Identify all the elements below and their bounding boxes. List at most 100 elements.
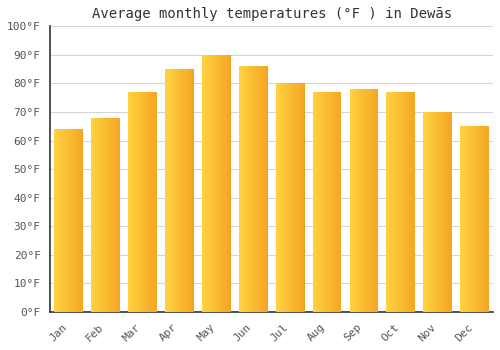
Bar [239,66,240,312]
Bar [92,118,94,312]
Bar [154,92,155,312]
Bar [140,92,141,312]
Bar [466,126,467,312]
Bar [94,118,95,312]
Bar [136,92,137,312]
Bar [395,92,396,312]
Bar [302,83,304,312]
Bar [184,69,186,312]
Bar [263,66,264,312]
Bar [300,83,302,312]
Bar [187,69,188,312]
Bar [204,55,205,312]
Bar [370,89,372,312]
Bar [336,92,338,312]
Bar [448,112,449,312]
Bar [146,92,148,312]
Bar [468,126,469,312]
Bar [105,118,106,312]
Bar [71,129,72,312]
Bar [478,126,480,312]
Bar [410,92,412,312]
Bar [470,126,471,312]
Bar [451,112,452,312]
Bar [222,55,223,312]
Bar [118,118,119,312]
Bar [325,92,326,312]
Bar [101,118,102,312]
Bar [365,89,366,312]
Bar [326,92,327,312]
Bar [486,126,487,312]
Bar [406,92,408,312]
Bar [58,129,59,312]
Bar [256,66,257,312]
Bar [190,69,191,312]
Bar [212,55,214,312]
Bar [289,83,290,312]
Bar [314,92,316,312]
Bar [424,112,426,312]
Bar [257,66,258,312]
Bar [450,112,451,312]
Bar [438,112,440,312]
Bar [463,126,464,312]
Bar [180,69,182,312]
Bar [464,126,465,312]
Bar [280,83,281,312]
Bar [228,55,229,312]
Bar [462,126,463,312]
Bar [329,92,330,312]
Bar [485,126,486,312]
Bar [374,89,376,312]
Bar [220,55,221,312]
Bar [333,92,334,312]
Bar [203,55,204,312]
Bar [99,118,100,312]
Bar [408,92,410,312]
Bar [193,69,194,312]
Bar [366,89,367,312]
Bar [132,92,133,312]
Bar [376,89,378,312]
Bar [137,92,138,312]
Bar [166,69,167,312]
Bar [435,112,436,312]
Bar [102,118,103,312]
Bar [434,112,435,312]
Bar [414,92,415,312]
Bar [437,112,438,312]
Bar [297,83,298,312]
Bar [372,89,374,312]
Bar [259,66,260,312]
Bar [76,129,78,312]
Bar [134,92,135,312]
Bar [97,118,98,312]
Bar [467,126,468,312]
Bar [208,55,210,312]
Bar [167,69,168,312]
Bar [173,69,174,312]
Bar [242,66,244,312]
Bar [483,126,484,312]
Bar [334,92,336,312]
Bar [276,83,277,312]
Bar [350,89,352,312]
Bar [364,89,365,312]
Bar [488,126,489,312]
Bar [386,92,388,312]
Bar [397,92,398,312]
Bar [461,126,462,312]
Title: Average monthly temperatures (°F ) in Dewās: Average monthly temperatures (°F ) in De… [92,7,452,21]
Bar [480,126,482,312]
Bar [388,92,390,312]
Bar [246,66,248,312]
Bar [471,126,472,312]
Bar [332,92,333,312]
Bar [316,92,318,312]
Bar [293,83,294,312]
Bar [444,112,446,312]
Bar [205,55,206,312]
Bar [65,129,66,312]
Bar [400,92,401,312]
